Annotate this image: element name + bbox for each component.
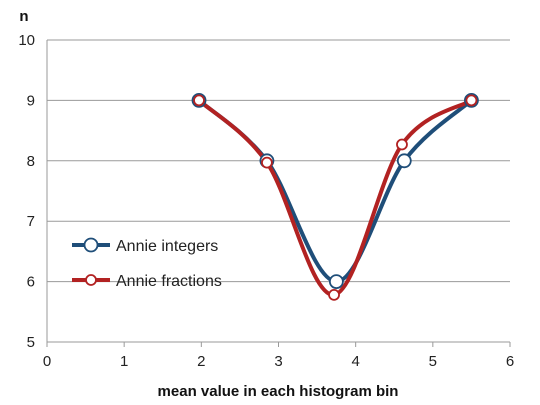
y-tick-label-5: 10 [18,32,35,49]
series-markers [191,93,479,301]
series-1-point-3 [396,138,408,151]
y-tick-label-4: 9 [27,92,35,109]
x-tick-labels: 0 1 2 3 4 5 6 [43,353,514,370]
legend-marker-1 [85,274,97,286]
legend-marker-0 [83,237,99,253]
series-0-point-2 [328,274,344,290]
axes [46,40,511,347]
x-tick-label-4: 4 [351,353,359,370]
y-tick-label-0: 5 [27,334,35,351]
y-tick-label-3: 8 [27,153,35,170]
series-1-point-2 [328,288,340,301]
y-tick-labels: 5 6 7 8 9 10 [18,32,35,351]
x-tick-label-6: 6 [506,353,514,370]
series-1-point-1 [261,156,273,169]
series-1-point-0 [193,94,205,107]
y-tick-label-2: 7 [27,213,35,230]
x-tick-label-0: 0 [43,353,51,370]
y-axis-title: n [19,8,28,25]
legend-label-1: Annie fractions [116,273,222,290]
x-axis-title: mean value in each histogram bin [158,383,399,400]
legend-label-0: Annie integers [116,238,218,255]
legend: Annie integers Annie fractions [72,237,222,290]
x-tick-label-2: 2 [197,353,205,370]
series-1-point-4 [465,94,478,107]
x-tick-label-5: 5 [429,353,437,370]
x-tick-label-3: 3 [274,353,282,370]
x-tick-label-1: 1 [120,353,128,370]
series-0-point-3 [396,153,412,169]
y-tick-label-1: 6 [27,274,35,291]
